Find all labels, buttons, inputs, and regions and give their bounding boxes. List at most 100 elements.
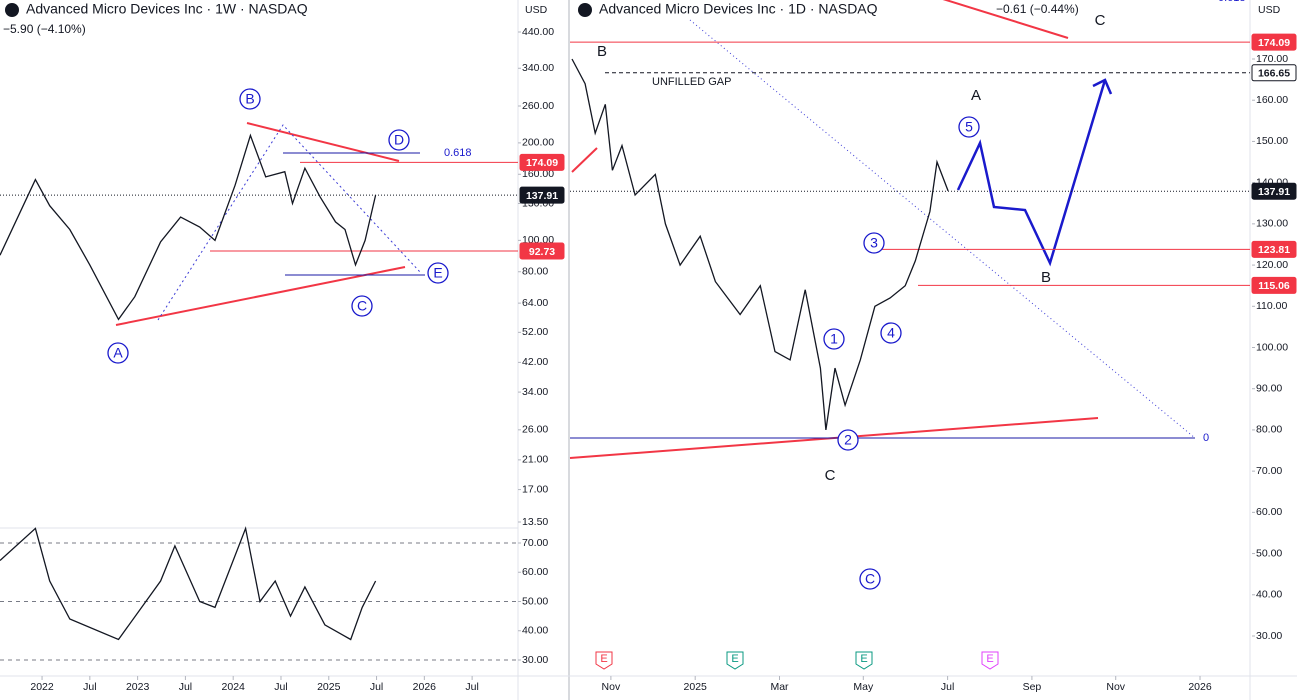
y-tick-label: 26.00 (522, 424, 548, 436)
header-title: Advanced Micro Devices Inc · 1W · NASDAQ (26, 1, 308, 17)
x-tick-label: 2026 (413, 681, 437, 693)
x-tick-label: 2026 (1188, 681, 1212, 693)
price-badge-label: 92.73 (529, 246, 555, 258)
y-tick-label: 21.00 (522, 454, 548, 466)
annotation: C (1095, 12, 1106, 29)
y-tick-label: 30.00 (1256, 630, 1282, 642)
price-badge (1251, 276, 1297, 294)
price-badge-label: 174.09 (1258, 37, 1290, 49)
x-tick-label: Jul (465, 681, 478, 693)
trend-line (115, 266, 406, 326)
price-badge (1251, 33, 1297, 51)
symbol-logo (5, 3, 19, 17)
event-label: E (731, 653, 738, 665)
wave-label-circle (427, 262, 449, 284)
annotation: UNFILLED GAP (652, 76, 731, 88)
y-tick-label: 40.00 (522, 625, 548, 637)
x-tick-label: 2025 (684, 681, 708, 693)
x-tick-label: Sep (1023, 681, 1042, 693)
y-tick-label: 150.00 (1256, 135, 1288, 147)
price-badge-label: 115.06 (1258, 280, 1290, 292)
wave-label: C (865, 571, 875, 587)
event-marker (726, 651, 744, 670)
price-line (0, 133, 377, 321)
trend-line (942, 0, 1069, 39)
wave-label: B (245, 91, 254, 107)
y-tick-label: 42.00 (522, 356, 548, 368)
y-tick-label: 60.00 (1256, 506, 1282, 518)
wave-label-circle (880, 322, 902, 344)
wave-label: 4 (887, 325, 895, 341)
event-marker (981, 651, 999, 670)
x-tick-label: 2022 (30, 681, 54, 693)
wave-label-circle (958, 116, 980, 138)
wave-label-circle (859, 568, 881, 590)
wave-label-circle (863, 232, 885, 254)
y-tick-label: 80.00 (1256, 424, 1282, 436)
wave-label: A (113, 345, 123, 361)
price-badge-label: 166.65 (1258, 68, 1290, 80)
x-tick-label: 2025 (317, 681, 341, 693)
annotation: C (825, 467, 836, 484)
wave-label: 2 (844, 432, 852, 448)
y-tick-label: 440.00 (522, 26, 554, 38)
y-tick-label: 340.00 (522, 62, 554, 74)
y-tick-label: 17.00 (522, 483, 548, 495)
price-badge-label: 174.09 (526, 157, 558, 169)
event-label: E (600, 653, 607, 665)
x-tick-label: 2024 (222, 681, 246, 693)
price-badge-label: 137.91 (526, 190, 558, 202)
annotation: 0 (1203, 432, 1209, 444)
annotation: B (1041, 269, 1051, 286)
y-tick-label: 170.00 (1256, 53, 1288, 65)
y-tick-label: 13.50 (522, 516, 548, 528)
price-badge (1251, 240, 1297, 258)
y-tick-label: 30.00 (522, 654, 548, 666)
x-tick-label: Jul (941, 681, 954, 693)
trend-line (571, 147, 598, 173)
event-marker (595, 651, 613, 670)
wave-label: D (394, 132, 404, 148)
y-tick-label: 64.00 (522, 297, 548, 309)
x-tick-label: Jul (274, 681, 287, 693)
price-badge-label: 137.91 (1258, 186, 1290, 198)
projection-path (956, 79, 1107, 267)
x-tick-label: Mar (770, 681, 789, 693)
y-tick-label: 160.00 (1256, 94, 1288, 106)
wave-label-circle (351, 295, 373, 317)
price-badge (519, 153, 565, 171)
annotation: B (597, 43, 607, 60)
x-tick-label: Nov (1106, 681, 1125, 693)
y-tick-label: 120.00 (1256, 259, 1288, 271)
y-tick-label: 90.00 (1256, 382, 1282, 394)
annotation: A (971, 87, 981, 104)
wave-label: 5 (965, 119, 973, 135)
trend-line (246, 122, 400, 162)
x-tick-label: Jul (83, 681, 96, 693)
y-tick-label: 40.00 (1256, 589, 1282, 601)
x-tick-label: Jul (370, 681, 383, 693)
x-tick-label: 2023 (126, 681, 150, 693)
x-tick-label: Nov (602, 681, 621, 693)
y-tick-label: 50.00 (522, 595, 548, 607)
wave-path (157, 124, 421, 321)
price-badge (1251, 182, 1297, 200)
price-line (571, 58, 949, 430)
currency: USD (525, 4, 548, 16)
y-tick-label: 110.00 (1256, 300, 1287, 312)
y-tick-label: 130.00 (1256, 218, 1288, 230)
event-label: E (860, 653, 867, 665)
y-tick-label: 160.00 (522, 168, 554, 180)
wave-label-circle (837, 429, 859, 451)
wave-label: 3 (870, 235, 878, 251)
y-tick-label: 100.00 (1256, 341, 1288, 353)
wave-label: E (433, 265, 442, 281)
wave-label-circle (107, 342, 129, 364)
x-tick-label: Jul (179, 681, 192, 693)
price-line (0, 526, 377, 641)
y-tick-label: 200.00 (522, 137, 554, 149)
projection-arrow (1092, 78, 1113, 95)
y-tick-label: 60.00 (522, 566, 548, 578)
price-badge (519, 186, 565, 204)
